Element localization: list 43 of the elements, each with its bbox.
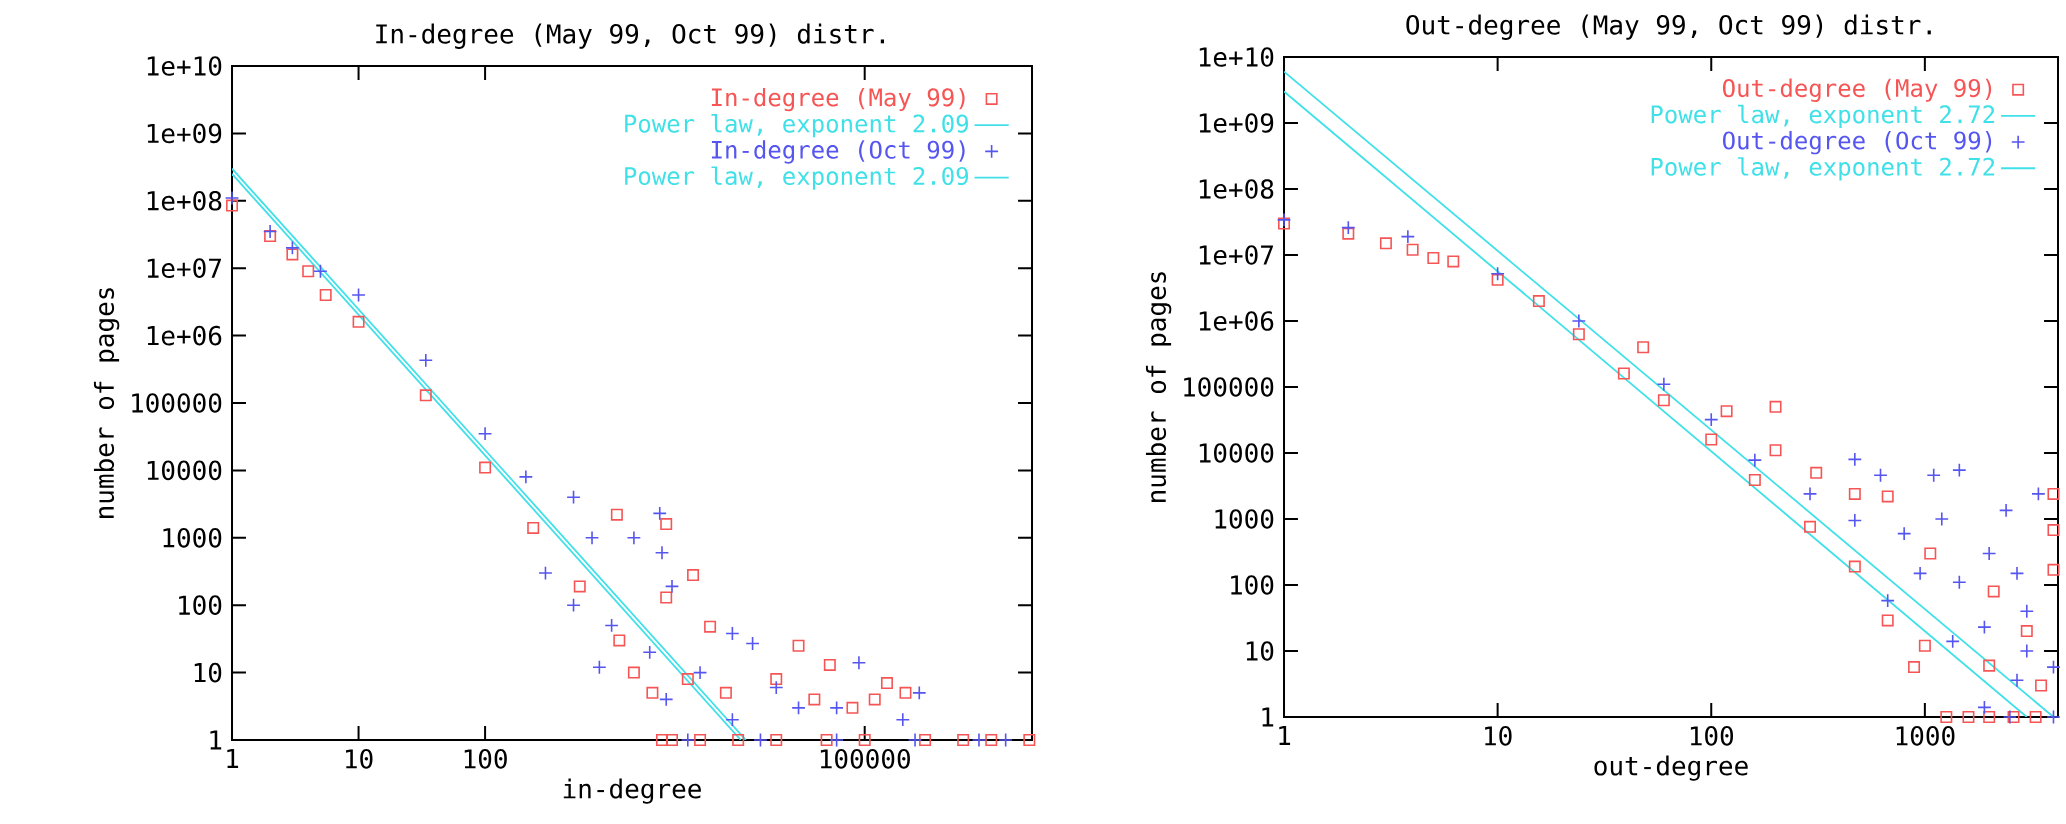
legend-label: In-degree (May 99) <box>711 87 965 112</box>
chart-title: Out-degree (May 99, Oct 99) distr. <box>1406 14 1931 40</box>
x-axis-title: out-degree <box>1594 755 1748 781</box>
y-tick-label: 100 <box>1231 575 1274 595</box>
legend-label: Power law, exponent 2.09 <box>625 166 969 190</box>
legend-label: Power law, exponent 2.09 <box>625 114 969 138</box>
x-tick-label: 100 <box>464 749 507 769</box>
x-tick-label: 100000 <box>820 749 910 769</box>
x-tick-label: 10 <box>1485 726 1512 746</box>
legend-label: Power law, exponent 2.72 <box>1651 104 1995 129</box>
x-tick-label: 1 <box>1279 726 1291 745</box>
x-tick-label: 1 <box>227 749 239 768</box>
y-tick-label: 1000 <box>1215 509 1274 529</box>
x-tick-label: 10 <box>346 749 373 769</box>
y-tick-label: 1e+10 <box>1199 47 1274 67</box>
y-tick-label: 1e+10 <box>147 56 222 76</box>
y-tick-label: 1e+08 <box>1199 179 1274 199</box>
y-tick-label: 1e+09 <box>1199 113 1274 133</box>
y-tick-label: 1 <box>1262 707 1274 727</box>
legend-label: Out-degree (May 99) <box>1723 78 1992 102</box>
y-tick-label: 10 <box>194 662 222 683</box>
x-tick-label: 1000 <box>1896 726 1955 746</box>
legend-label: Power law, exponent 2.72 <box>1651 157 1995 181</box>
y-tick-label: 1000 <box>163 527 222 548</box>
y-axis-title: number of pages <box>1145 272 1172 502</box>
y-tick-label: 1e+09 <box>147 123 222 144</box>
y-tick-label: 1e+06 <box>147 325 222 346</box>
y-tick-label: 10000 <box>1199 443 1274 463</box>
y-tick-label: 1e+06 <box>1199 311 1274 331</box>
x-tick-label: 100 <box>1690 726 1734 746</box>
legend-label: In-degree (Oct 99) <box>711 140 965 164</box>
y-tick-label: 10000 <box>147 460 222 481</box>
y-tick-label: 10 <box>1246 641 1274 661</box>
y-axis-title: number of pages <box>93 288 120 518</box>
y-tick-label: 1e+08 <box>147 190 222 211</box>
x-axis-title: in-degree <box>563 778 701 804</box>
y-tick-label: 100000 <box>132 393 222 413</box>
y-tick-label: 100000 <box>1184 377 1274 397</box>
y-tick-label: 100 <box>179 595 222 616</box>
chart-title: In-degree (May 99, Oct 99) distr. <box>376 23 884 49</box>
y-tick-label: 1e+07 <box>1199 245 1273 265</box>
y-tick-label: 1e+07 <box>147 258 221 279</box>
legend-label: Out-degree (Oct 99) <box>1723 131 1992 155</box>
